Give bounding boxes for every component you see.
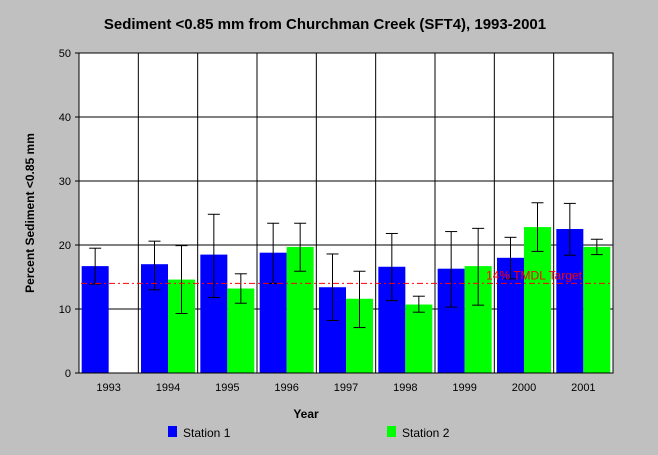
legend-swatch-station-2 [387, 426, 396, 437]
y-tick-label: 0 [65, 368, 71, 380]
y-tick-label: 40 [59, 112, 71, 124]
y-tick-label: 20 [59, 240, 71, 252]
y-tick-label: 10 [59, 304, 71, 316]
legend-label-station-1: Station 1 [183, 426, 231, 440]
y-axis-ticks: 0 10 20 30 40 50 [59, 48, 79, 380]
legend-label-station-2: Station 2 [402, 426, 450, 440]
bars [81, 227, 611, 373]
x-tick-label: 1997 [334, 382, 358, 394]
legend-swatch-station-1 [168, 426, 177, 437]
annotation-layer: 14% TMDL Target [81, 268, 611, 284]
chart-title: Sediment <0.85 mm from Churchman Creek (… [104, 16, 546, 33]
y-axis-title: Percent Sediment <0.85 mm [23, 133, 37, 293]
x-tick-label: 1998 [393, 382, 417, 394]
plot-frame [78, 52, 614, 374]
x-tick-label: 2001 [571, 382, 595, 394]
x-axis-ticks: 1993 1994 1995 1996 1997 1998 1999 2000 2001 [96, 382, 595, 394]
y-tick-label: 50 [59, 48, 71, 60]
target-label: 14% TMDL Target [486, 268, 582, 282]
x-tick-label: 1994 [156, 382, 180, 394]
grid-lines [79, 53, 613, 373]
bar-station-2 [583, 246, 611, 373]
x-tick-label: 1995 [215, 382, 239, 394]
y-tick-label: 30 [59, 176, 71, 188]
x-tick-label: 1993 [96, 382, 120, 394]
bar-station-2 [405, 304, 433, 373]
x-tick-label: 1996 [274, 382, 298, 394]
x-tick-label: 1999 [452, 382, 476, 394]
x-axis-title: Year [293, 407, 319, 421]
x-tick-label: 2000 [512, 382, 536, 394]
legend: Station 1 Station 2 [168, 426, 450, 440]
